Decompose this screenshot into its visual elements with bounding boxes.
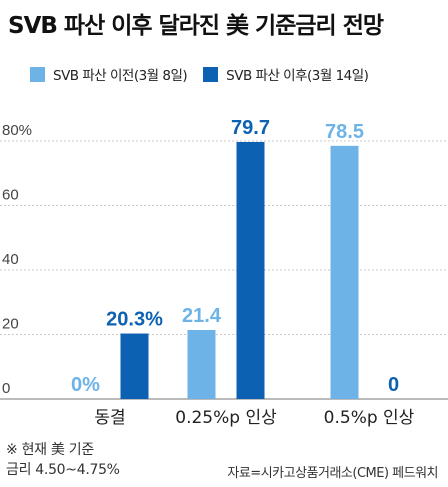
x-tick-label: 동결 bbox=[94, 408, 125, 428]
legend-item-after: SVB 파산 이후(3월 14일) bbox=[203, 64, 369, 84]
data-label: 79.7 bbox=[231, 117, 270, 139]
data-label: 0 bbox=[388, 374, 399, 396]
chart-title: SVB 파산 이후 달라진 美 기준금리 전망 bbox=[8, 13, 384, 39]
source-credit: 자료=시카고상품거래소(CME) 페드워치 bbox=[227, 466, 438, 481]
legend-label-after: SVB 파산 이후(3월 14일) bbox=[226, 68, 369, 84]
x-tick-label: 0.5%p 인상 bbox=[324, 408, 415, 428]
y-tick-label: 80% bbox=[2, 122, 32, 139]
data-label: 78.5 bbox=[325, 121, 364, 143]
footnote-line-1: ※ 현재 美 기준 bbox=[6, 442, 94, 458]
data-label: 20.3% bbox=[106, 309, 163, 331]
y-tick-label: 60 bbox=[2, 187, 19, 204]
legend-swatch-before bbox=[30, 66, 45, 82]
data-label: 0% bbox=[71, 374, 100, 396]
legend-label-before: SVB 파산 이전(3월 8일) bbox=[53, 68, 188, 84]
bar bbox=[187, 329, 216, 399]
data-label: 21.4 bbox=[182, 305, 222, 327]
x-tick-label: 0.25%p 인상 bbox=[175, 408, 277, 428]
bar bbox=[330, 145, 359, 399]
bar bbox=[120, 333, 149, 399]
bar bbox=[236, 141, 265, 399]
legend-item-before: SVB 파산 이전(3월 8일) bbox=[30, 64, 188, 84]
footnote-line-2: 금리 4.50~4.75% bbox=[6, 462, 120, 478]
footnote: ※ 현재 美 기준 금리 4.50~4.75% bbox=[6, 440, 120, 480]
y-tick-label: 0 bbox=[2, 380, 10, 397]
y-tick-label: 20 bbox=[2, 316, 19, 333]
legend: SVB 파산 이전(3월 8일) SVB 파산 이후(3월 14일) bbox=[30, 64, 369, 84]
legend-swatch-after bbox=[203, 66, 219, 82]
y-tick-label: 40 bbox=[2, 251, 19, 268]
